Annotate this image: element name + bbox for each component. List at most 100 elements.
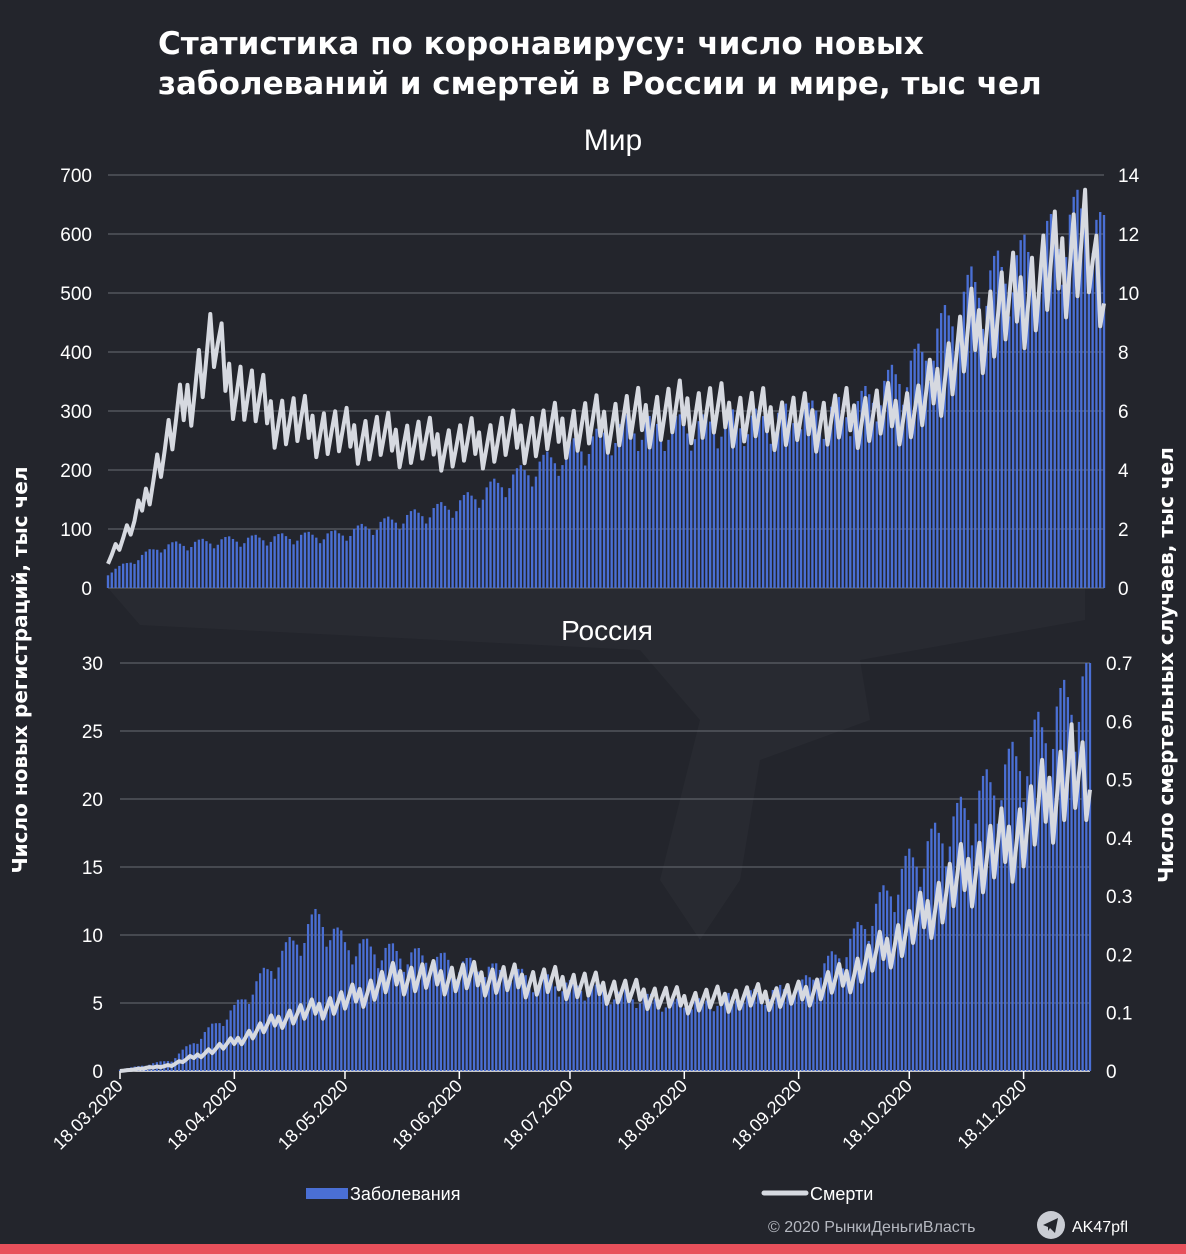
bar-cases — [897, 894, 900, 1071]
bar-cases — [879, 405, 882, 588]
bar-cases — [610, 455, 613, 588]
bar-cases — [826, 955, 830, 1071]
bar-cases — [919, 886, 922, 1071]
bar-cases — [724, 418, 727, 588]
bar-cases — [679, 1003, 682, 1071]
bar-cases — [1055, 706, 1058, 1071]
bar-cases — [830, 951, 833, 1071]
bar-cases — [284, 536, 288, 588]
bar-cases — [1077, 721, 1081, 1071]
bar-cases — [459, 500, 462, 588]
x-tick-label: 18.07.2020 — [499, 1076, 577, 1154]
bar-cases — [197, 539, 201, 588]
bar-cases — [269, 541, 273, 588]
bar-cases — [306, 924, 310, 1071]
bar-cases — [852, 423, 856, 588]
bar-cases — [318, 543, 322, 588]
bar-cases — [693, 439, 697, 588]
bar-cases — [211, 1023, 214, 1071]
bar-cases — [1044, 743, 1047, 1071]
bar-cases — [461, 961, 465, 1071]
bar-cases — [576, 444, 579, 588]
bar-cases — [167, 544, 170, 588]
bar-cases — [413, 948, 417, 1071]
y-right-tick-label: 2 — [1118, 520, 1129, 541]
bar-cases — [265, 545, 269, 588]
bar-cases — [561, 465, 564, 588]
bar-cases — [812, 979, 815, 1071]
bar-cases — [826, 426, 829, 588]
bar-cases — [590, 987, 594, 1071]
bar-cases — [504, 497, 507, 588]
bar-cases — [281, 533, 284, 588]
bar-cases — [365, 938, 369, 1071]
x-tick-label: 18.03.2020 — [49, 1076, 127, 1154]
bar-cases — [314, 908, 317, 1071]
bar-cases — [904, 855, 907, 1071]
bar-cases — [909, 360, 913, 588]
bar-cases — [970, 845, 974, 1071]
bar-cases — [447, 509, 451, 588]
bar-cases — [579, 990, 583, 1071]
bars-layer — [106, 189, 1106, 1071]
bar-cases — [318, 914, 321, 1071]
bar-cases — [932, 360, 935, 588]
bar-cases — [966, 274, 969, 588]
bar-cases — [483, 977, 487, 1071]
bar-cases — [546, 974, 549, 1071]
bar-cases — [250, 535, 254, 588]
bar-cases — [554, 986, 557, 1071]
bar-cases — [114, 568, 117, 588]
bar-cases — [474, 499, 477, 588]
bar-cases — [951, 326, 954, 588]
bar-cases — [841, 407, 844, 588]
bar-cases — [1027, 251, 1030, 588]
bar-cases — [902, 404, 905, 588]
bar-cases — [657, 1003, 660, 1071]
bar-cases — [926, 841, 929, 1071]
bar-cases — [509, 981, 513, 1071]
bar-cases — [867, 940, 870, 1071]
bar-cases — [553, 463, 557, 588]
bar-cases — [458, 972, 461, 1071]
bar-cases — [928, 382, 931, 588]
bar-cases — [543, 974, 546, 1071]
bar-cases — [911, 857, 915, 1071]
bar-cases — [557, 996, 561, 1071]
bar-cases — [727, 411, 731, 588]
bar-cases — [786, 993, 789, 1071]
bar-cases — [664, 1007, 667, 1071]
bar-cases — [716, 448, 719, 588]
bar-cases — [1048, 776, 1051, 1071]
bar-cases — [480, 983, 483, 1071]
bar-cases — [506, 987, 509, 1071]
y-left-tick-label: 600 — [60, 225, 92, 246]
bar-cases — [868, 394, 871, 588]
bar-cases — [671, 422, 674, 588]
bar-cases — [1053, 231, 1056, 588]
bar-cases — [383, 518, 386, 588]
bar-cases — [833, 399, 837, 588]
bar-cases — [1011, 292, 1015, 588]
bar-cases — [1015, 756, 1018, 1071]
bar-cases — [697, 998, 701, 1071]
bar-cases — [1049, 214, 1053, 588]
bar-cases — [723, 994, 727, 1071]
y-right-tick-label: 10 — [1118, 284, 1139, 305]
bar-cases — [307, 531, 310, 588]
bar-cases — [410, 952, 413, 1071]
bar-cases — [637, 451, 640, 588]
bar-cases — [1061, 284, 1064, 588]
bar-cases — [519, 465, 522, 588]
x-tick-label: 18.08.2020 — [613, 1076, 691, 1154]
bar-cases — [602, 989, 605, 1071]
bar-cases — [1029, 736, 1033, 1071]
bar-cases — [981, 328, 984, 588]
y-right-tick-label: 8 — [1118, 343, 1129, 364]
y-left-tick-label: 0 — [81, 579, 92, 600]
bar-cases — [811, 400, 814, 588]
bar-cases — [1037, 711, 1040, 1071]
bar-cases — [1030, 269, 1034, 588]
bar-cases — [1023, 234, 1026, 589]
bar-cases — [1085, 663, 1088, 1071]
